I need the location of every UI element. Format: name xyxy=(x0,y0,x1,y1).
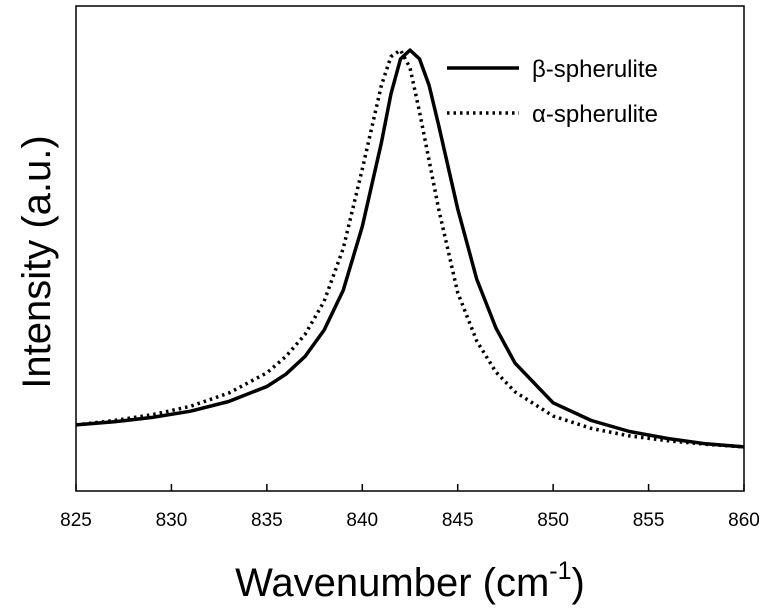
x-tick-label-0: 825 xyxy=(60,510,92,531)
x-axis-tick-labels: 825 830 835 840 845 850 855 860 xyxy=(60,510,760,531)
plot-frame xyxy=(75,5,745,492)
x-tick-label-6: 855 xyxy=(633,510,665,531)
y-axis-title: Intensity (a.u.) xyxy=(15,135,59,388)
legend: β-spherulite α-spherulite xyxy=(447,56,658,128)
series-line-beta xyxy=(75,48,745,449)
series-line-alpha xyxy=(75,48,745,449)
x-tick-label-7: 860 xyxy=(728,510,760,531)
x-tick-label-4: 845 xyxy=(442,510,474,531)
x-axis-title: Wavenumber (cm-1) xyxy=(235,557,585,605)
x-axis-title-close: ) xyxy=(572,561,585,605)
x-axis-ticks xyxy=(75,484,745,491)
x-axis-title-main: Wavenumber (cm xyxy=(235,561,549,605)
x-tick-label-2: 835 xyxy=(251,510,283,531)
x-tick-label-3: 840 xyxy=(346,510,378,531)
x-axis-title-superscript: -1 xyxy=(549,557,571,585)
x-tick-label-1: 830 xyxy=(156,510,188,531)
x-tick-label-5: 850 xyxy=(537,510,569,531)
legend-label-alpha: α-spherulite xyxy=(532,101,658,128)
series-layer xyxy=(75,48,745,449)
legend-label-beta: β-spherulite xyxy=(532,56,658,83)
